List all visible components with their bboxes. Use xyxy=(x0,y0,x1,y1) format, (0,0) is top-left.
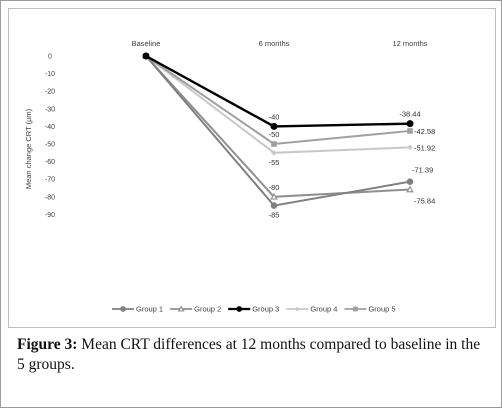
data-point-marker xyxy=(270,192,278,200)
data-label: -55 xyxy=(269,158,280,167)
data-point-marker xyxy=(406,185,414,193)
y-tick-label: -40 xyxy=(45,124,55,131)
legend-entry: Group 2 xyxy=(194,305,221,314)
data-point-marker xyxy=(236,306,243,312)
data-label: -71.39 xyxy=(412,166,433,175)
y-tick-label: -80 xyxy=(45,194,55,201)
line-chart: 0 -10 -20 -30 -40 -50 -60 -70 -80 -90 Mean change … xyxy=(24,39,435,314)
y-tick-label: 0 xyxy=(48,54,52,61)
data-label: -80 xyxy=(269,183,280,192)
y-tick-label: -60 xyxy=(45,159,55,166)
data-label: -85 xyxy=(269,211,280,220)
chart-area: 0 -10 -20 -30 -40 -50 -60 -70 -80 -90 Mean change … xyxy=(8,8,496,328)
data-point-marker xyxy=(353,306,358,312)
legend-entry: Group 3 xyxy=(252,305,279,314)
data-point-marker xyxy=(271,150,277,156)
data-point-marker xyxy=(271,141,277,147)
data-point-marker xyxy=(120,306,126,312)
legend-entry: Group 4 xyxy=(310,305,337,314)
data-point-marker xyxy=(407,144,413,151)
legend-entry: Group 5 xyxy=(368,305,395,314)
data-point-marker xyxy=(270,122,278,130)
data-point-marker xyxy=(407,128,413,134)
y-tick-label: -30 xyxy=(45,106,55,113)
caption-label: Figure 3: xyxy=(17,336,78,353)
y-axis-title: Mean change CRT (µm) xyxy=(24,108,33,189)
data-point-marker xyxy=(294,306,300,312)
data-label: -75.84 xyxy=(414,196,435,205)
data-label: -42.58 xyxy=(414,127,435,136)
legend-entry: Group 1 xyxy=(136,305,163,314)
data-point-marker xyxy=(270,202,278,209)
x-category-label: 6 months xyxy=(259,39,290,48)
y-tick-label: -20 xyxy=(45,89,55,96)
data-point-marker xyxy=(406,178,414,185)
data-label: -51.92 xyxy=(414,143,435,152)
y-tick-label: -70 xyxy=(45,177,55,184)
data-label: -40 xyxy=(269,112,280,121)
data-label: -38.44 xyxy=(399,110,420,119)
figure-caption: Figure 3: Mean CRT differences at 12 mon… xyxy=(17,335,489,375)
y-tick-label: -50 xyxy=(45,142,55,149)
y-tick-label: -90 xyxy=(45,212,55,219)
data-label: -50 xyxy=(269,130,280,139)
y-tick-label: -10 xyxy=(45,71,55,78)
data-point-marker xyxy=(142,52,150,60)
x-category-label: 12 months xyxy=(392,39,427,48)
data-point-marker xyxy=(177,305,185,312)
x-category-label: Baseline xyxy=(132,39,161,48)
caption-text: Mean CRT differences at 12 months compar… xyxy=(17,336,481,373)
data-point-marker xyxy=(406,120,414,128)
